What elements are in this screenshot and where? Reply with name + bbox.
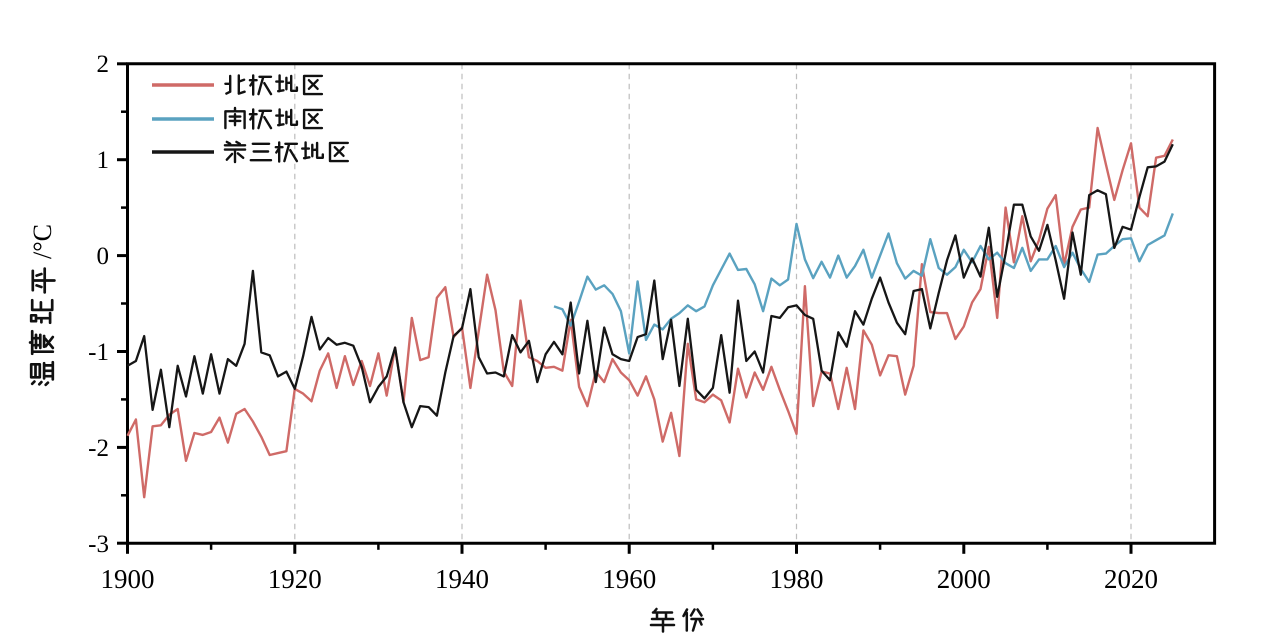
svg-text:1960: 1960 (602, 564, 656, 594)
svg-text:-1: -1 (88, 339, 109, 366)
svg-text:1900: 1900 (101, 564, 155, 594)
svg-text:2020: 2020 (1104, 564, 1158, 594)
svg-text:1980: 1980 (770, 564, 824, 594)
svg-text:-2: -2 (88, 435, 109, 462)
svg-text:1920: 1920 (268, 564, 322, 594)
svg-text:2: 2 (97, 51, 110, 78)
svg-text:1940: 1940 (435, 564, 489, 594)
svg-text:/°C: /°C (28, 224, 57, 259)
svg-text:1: 1 (97, 147, 110, 174)
svg-text:-3: -3 (88, 531, 109, 558)
svg-text:2000: 2000 (937, 564, 991, 594)
svg-text:0: 0 (97, 243, 110, 270)
